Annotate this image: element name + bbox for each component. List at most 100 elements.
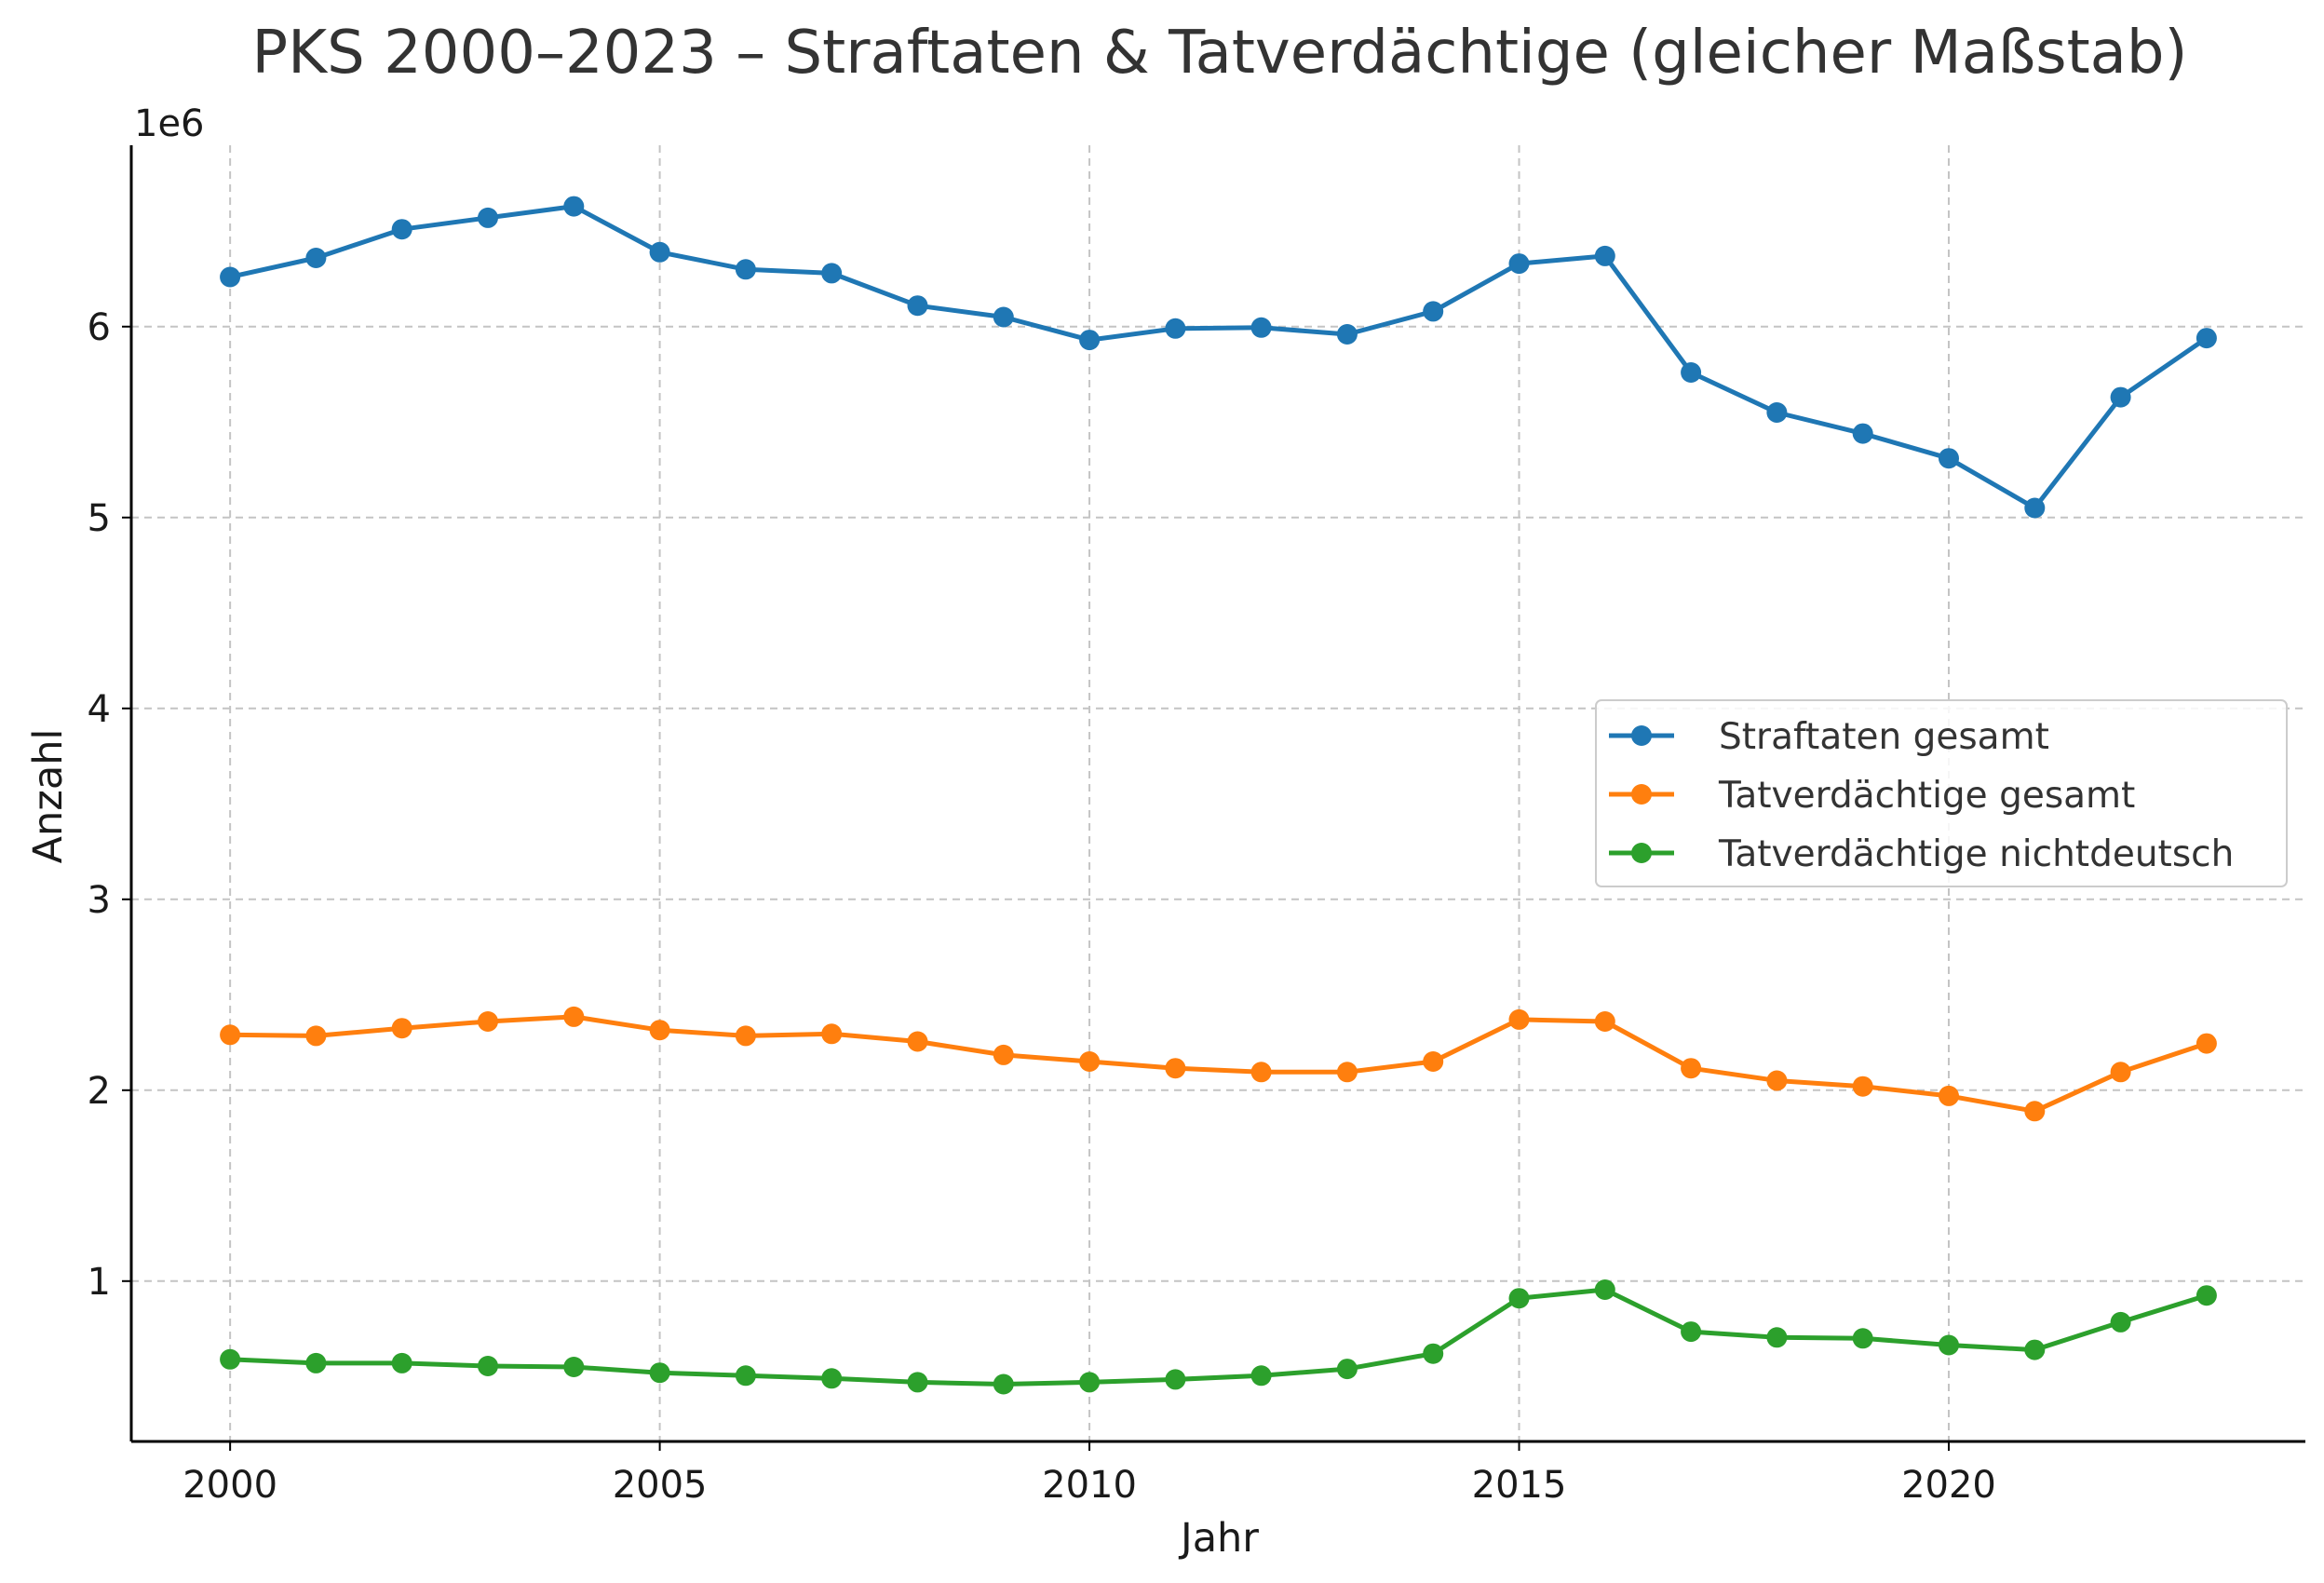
axes: 2000 2005 2010 2015 2020 1 2 3 4 5 6 [88, 145, 2305, 1507]
data-point [1423, 1051, 1444, 1072]
data-point [1423, 301, 1444, 322]
data-point [391, 1018, 412, 1039]
data-point [1508, 253, 1530, 275]
data-point [821, 1368, 843, 1389]
legend-box [1595, 699, 2288, 887]
data-point [1423, 1343, 1444, 1364]
data-point [478, 1356, 498, 1376]
data-point [735, 1365, 756, 1387]
data-point [220, 1024, 241, 1046]
data-point [391, 1352, 412, 1373]
data-point [907, 1031, 928, 1052]
data-point [1766, 402, 1788, 423]
data-point [993, 1373, 1014, 1395]
y-tick-label: 5 [88, 497, 111, 540]
data-point [993, 1044, 1014, 1065]
data-point [2196, 328, 2217, 349]
data-point [1852, 1328, 1873, 1349]
data-point [2110, 1062, 2131, 1083]
data-point [907, 1372, 928, 1393]
data-point [1250, 1365, 1272, 1387]
data-point [391, 219, 412, 240]
data-point [2110, 386, 2131, 408]
legend-marker [1631, 843, 1652, 863]
legend-label: Tatverdächtige gesamt [1718, 775, 2135, 817]
data-point [1852, 423, 1873, 444]
data-point [1165, 1058, 1186, 1079]
legend-entry: Straftaten gesamt [1609, 716, 2049, 758]
data-point [1681, 1321, 1702, 1343]
data-point [1250, 1062, 1272, 1083]
data-point [220, 1348, 241, 1370]
data-point [1939, 448, 1959, 469]
data-point [821, 263, 843, 284]
legend-entry: Tatverdächtige gesamt [1609, 775, 2135, 817]
data-point [1766, 1327, 1788, 1348]
data-point [1079, 1051, 1101, 1072]
x-tick-label: 2005 [613, 1464, 708, 1507]
data-point [305, 248, 327, 268]
data-point [1594, 1011, 1615, 1032]
legend-label: Tatverdächtige nichtdeutsch [1718, 833, 2234, 875]
legend-marker [1631, 784, 1652, 805]
data-point [1594, 245, 1615, 266]
series-line [230, 1014, 2208, 1114]
data-point [2196, 1033, 2217, 1054]
series-straftaten-gesamt [220, 196, 2217, 519]
series-tatverd-chtige-nichtdeutsch [220, 1279, 2217, 1395]
data-point [305, 1025, 327, 1047]
data-point [1508, 1008, 1530, 1030]
data-point [2196, 1285, 2217, 1306]
y-tick-label: 2 [88, 1070, 111, 1113]
x-tick-label: 2000 [182, 1464, 277, 1507]
data-point [478, 207, 498, 228]
data-point [1336, 1062, 1358, 1083]
data-point [1766, 1070, 1788, 1091]
chart-title: PKS 2000–2023 – Straftaten & Tatverdächt… [252, 19, 2188, 88]
data-point [1508, 1288, 1530, 1309]
x-tick-label: 2015 [1472, 1464, 1567, 1507]
data-point [563, 1006, 585, 1027]
data-point [1852, 1076, 1873, 1097]
data-point [563, 196, 585, 217]
series-line [229, 1287, 2208, 1387]
y-tick-label: 1 [88, 1261, 111, 1304]
data-point [821, 1023, 843, 1045]
data-point [478, 1011, 498, 1032]
data-point [1939, 1085, 1959, 1106]
x-axis-title: Jahr [1178, 1515, 1259, 1562]
data-point [1336, 1359, 1358, 1380]
data-point [735, 259, 756, 280]
y-tick-label: 3 [88, 879, 111, 922]
legend-entry: Tatverdächtige nichtdeutsch [1609, 833, 2234, 875]
legend-marker [1631, 725, 1652, 746]
data-point [2024, 1101, 2046, 1122]
data-point [2110, 1311, 2131, 1333]
data-point [993, 306, 1014, 328]
data-point [1681, 362, 1702, 383]
data-point [649, 1362, 670, 1384]
data-point [735, 1025, 756, 1047]
data-point [1250, 317, 1272, 338]
data-point [1079, 1372, 1101, 1393]
x-tick-label: 2010 [1042, 1464, 1137, 1507]
data-point [1681, 1058, 1702, 1079]
data-point [649, 1020, 670, 1041]
data-point [1594, 1279, 1615, 1300]
data-point [563, 1357, 585, 1377]
series-tatverd-chtige-gesamt [220, 1006, 2217, 1122]
legend-label: Straftaten gesamt [1719, 716, 2049, 758]
data-point [1165, 1369, 1186, 1390]
data-point [1079, 330, 1101, 351]
data-point [2024, 1339, 2046, 1360]
series-layer [220, 196, 2217, 1395]
y-tick-label: 6 [88, 306, 111, 349]
data-point [2024, 497, 2046, 519]
data-point [220, 266, 241, 288]
y-tick-label: 4 [88, 688, 111, 731]
data-point [1939, 1334, 1959, 1356]
data-point [907, 295, 928, 317]
data-point [649, 241, 670, 263]
